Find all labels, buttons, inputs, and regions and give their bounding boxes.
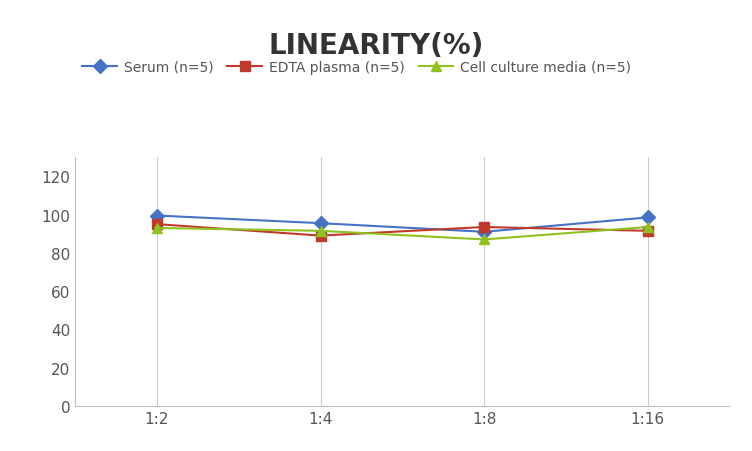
Line: Cell culture media (n=5): Cell culture media (n=5) — [152, 223, 653, 245]
Cell culture media (n=5) — [643, 225, 652, 230]
Text: LINEARITY(%): LINEARITY(%) — [268, 32, 484, 60]
Cell culture media (n=5) — [153, 226, 162, 231]
Cell culture media (n=5) — [316, 229, 325, 234]
EDTA plasma (n=5) — [153, 222, 162, 227]
EDTA plasma (n=5) — [316, 233, 325, 239]
Line: Serum (n=5): Serum (n=5) — [152, 211, 653, 237]
Line: EDTA plasma (n=5): EDTA plasma (n=5) — [152, 220, 653, 241]
Legend: Serum (n=5), EDTA plasma (n=5), Cell culture media (n=5): Serum (n=5), EDTA plasma (n=5), Cell cul… — [82, 60, 631, 74]
Serum (n=5) — [480, 230, 489, 235]
EDTA plasma (n=5) — [480, 225, 489, 230]
EDTA plasma (n=5) — [643, 229, 652, 234]
Serum (n=5) — [316, 221, 325, 226]
Serum (n=5) — [153, 213, 162, 219]
Cell culture media (n=5) — [480, 237, 489, 243]
Serum (n=5) — [643, 215, 652, 221]
